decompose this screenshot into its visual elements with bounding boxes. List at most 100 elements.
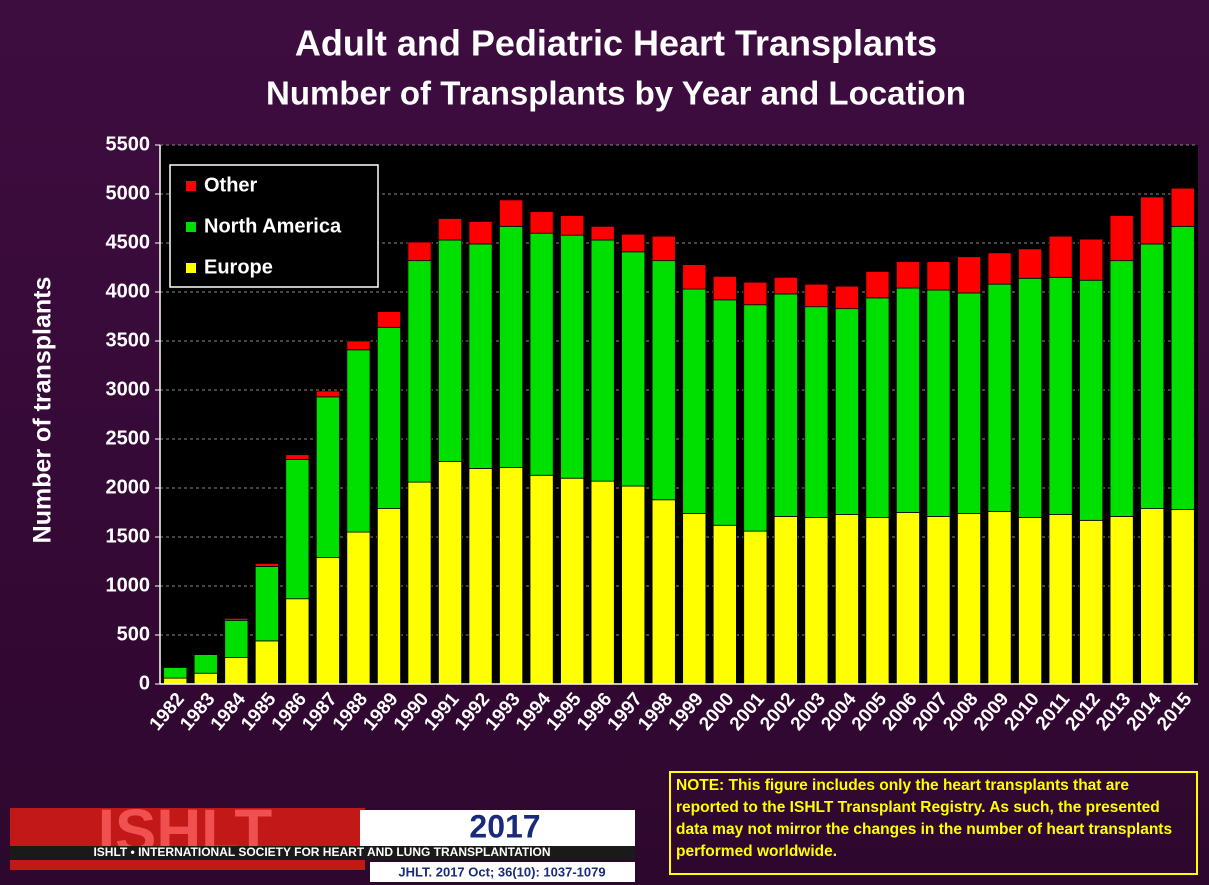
bar-segment bbox=[254, 563, 279, 567]
bar-segment bbox=[987, 283, 1012, 512]
bar-segment bbox=[743, 304, 768, 532]
bar-segment bbox=[682, 513, 707, 685]
bar-segment bbox=[1079, 519, 1104, 685]
bar-segment bbox=[163, 677, 188, 685]
bar-segment bbox=[1079, 279, 1104, 521]
bar-segment bbox=[621, 233, 646, 253]
bar-segment bbox=[743, 530, 768, 685]
bar-segment bbox=[163, 666, 188, 679]
bar-segment bbox=[590, 225, 615, 241]
bar-segment bbox=[346, 340, 371, 351]
bar-segment bbox=[560, 477, 585, 685]
society-bar bbox=[10, 846, 635, 860]
bar-segment bbox=[468, 221, 493, 245]
bar-segment bbox=[224, 657, 249, 685]
bar-segment bbox=[712, 299, 737, 526]
y-tick-label: 3500 bbox=[106, 329, 151, 351]
bar-segment bbox=[1018, 248, 1043, 279]
bar-segment bbox=[1079, 238, 1104, 281]
bar-segment bbox=[651, 260, 676, 501]
bar-segment bbox=[285, 598, 310, 685]
bar-segment bbox=[804, 283, 829, 308]
bar-segment bbox=[193, 672, 218, 685]
y-tick-label: 500 bbox=[117, 623, 150, 645]
bar-segment bbox=[1048, 276, 1073, 515]
y-tick-label: 1000 bbox=[106, 574, 151, 596]
bar-segment bbox=[1140, 508, 1165, 685]
bar-segment bbox=[1109, 260, 1134, 517]
bar-segment bbox=[834, 285, 859, 310]
y-tick-label: 1500 bbox=[106, 525, 151, 547]
y-tick-label: 3000 bbox=[106, 378, 151, 400]
legend-swatch bbox=[186, 222, 196, 232]
bar-segment bbox=[376, 508, 401, 685]
bar-segment bbox=[987, 511, 1012, 685]
bar-segment bbox=[560, 215, 585, 236]
citation: JHLT. 2017 Oct; 36(10): 1037-1079 bbox=[398, 864, 605, 879]
bar-segment bbox=[651, 235, 676, 262]
y-tick-label: 0 bbox=[139, 672, 150, 694]
bar-segment bbox=[254, 640, 279, 685]
year: 2017 bbox=[469, 808, 540, 844]
bar-segment bbox=[529, 211, 554, 234]
bar-segment bbox=[254, 566, 279, 642]
bar-segment bbox=[193, 654, 218, 674]
bar-segment bbox=[865, 297, 890, 518]
legend: Other North America Europe bbox=[169, 164, 379, 288]
bar-segment bbox=[712, 275, 737, 301]
bar-segment bbox=[773, 276, 798, 295]
bar-segment bbox=[407, 241, 432, 262]
bar-segment bbox=[651, 499, 676, 685]
note: NOTE: This figure includes only the hear… bbox=[669, 771, 1198, 875]
bar-segment bbox=[743, 281, 768, 306]
bar-segment bbox=[957, 292, 982, 514]
bar-segment bbox=[1018, 517, 1043, 685]
bar-segment bbox=[1170, 187, 1195, 227]
bar-segment bbox=[865, 271, 890, 299]
bar-segment bbox=[560, 234, 585, 479]
bar-segment bbox=[529, 474, 554, 685]
year-box bbox=[360, 810, 635, 846]
bar-segment bbox=[529, 232, 554, 476]
bar-segment bbox=[224, 619, 249, 658]
bar-segment bbox=[590, 480, 615, 685]
bar-segment bbox=[621, 251, 646, 487]
bar-segment bbox=[315, 390, 340, 398]
bar-segment bbox=[865, 517, 890, 685]
bar-segment bbox=[1109, 516, 1134, 685]
bar-segment bbox=[1140, 243, 1165, 509]
bar-segment bbox=[621, 485, 646, 685]
bar-segment bbox=[1048, 514, 1073, 685]
bar-segment bbox=[438, 239, 463, 462]
bar-segment bbox=[468, 243, 493, 469]
bar-segment bbox=[407, 481, 432, 685]
bar-segment bbox=[682, 288, 707, 514]
bar-segment bbox=[682, 264, 707, 290]
y-tick-label: 2500 bbox=[106, 427, 151, 449]
citation-box bbox=[370, 862, 635, 882]
legend-box bbox=[169, 164, 379, 288]
bar-segment bbox=[926, 289, 951, 517]
footer: ISHLT 2017 ISHLT • INTERNATIONAL SOCIETY… bbox=[10, 797, 635, 882]
bar-segment bbox=[1140, 196, 1165, 245]
y-tick-label: 4000 bbox=[106, 280, 151, 302]
bar-segment bbox=[773, 293, 798, 517]
note-frame: NOTE: This figure includes only the hear… bbox=[676, 777, 1172, 860]
bar-segment bbox=[957, 513, 982, 685]
bar-segment bbox=[590, 239, 615, 482]
bars bbox=[163, 187, 1195, 685]
legend-label: Europe bbox=[204, 256, 273, 278]
bar-segment bbox=[285, 454, 310, 460]
y-axis-label: Number of transplants bbox=[29, 277, 57, 544]
bar-segment bbox=[895, 287, 920, 513]
bar-segment bbox=[499, 225, 524, 468]
bar-segment bbox=[926, 516, 951, 685]
legend-swatch bbox=[186, 181, 196, 191]
bar-segment bbox=[285, 459, 310, 600]
bar-segment bbox=[834, 308, 859, 515]
bar-segment bbox=[895, 512, 920, 685]
bar-segment bbox=[804, 517, 829, 685]
bar-segment bbox=[712, 524, 737, 685]
